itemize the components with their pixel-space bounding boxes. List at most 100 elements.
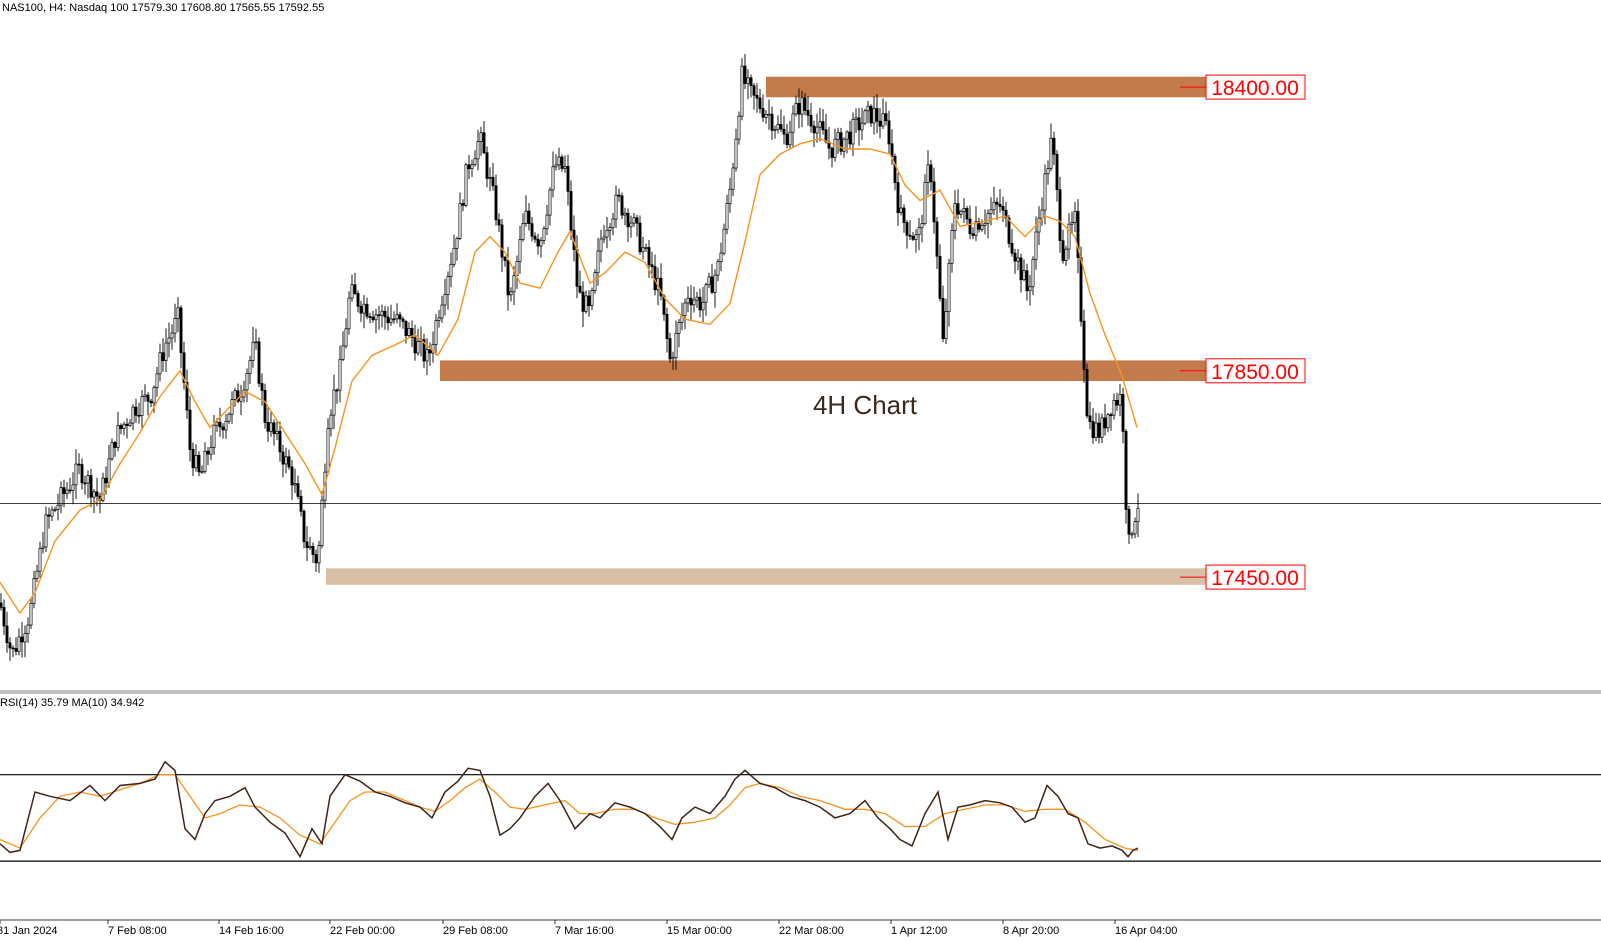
candle-body [545,214,549,230]
candle-body [62,487,66,494]
candle-body [791,113,795,133]
candle-body [884,113,888,122]
candle-body [650,264,654,268]
candle-body [362,303,366,314]
candle-body [539,240,543,247]
candle-body [980,224,984,230]
candle-body [767,113,771,116]
candle-body [110,442,114,460]
candle-body [845,131,849,140]
candle-body [452,247,456,265]
time-tick-label: 22 Feb 00:00 [330,925,395,937]
candle-body [686,297,690,304]
time-tick-label: 14 Feb 16:00 [219,925,284,937]
candle-body [398,314,402,320]
candle-body [566,166,570,192]
candle-body [146,394,150,402]
candle-body [359,305,363,314]
candle-body [530,223,534,237]
candle-body [563,166,567,169]
candle-body [182,352,186,383]
candle-body [998,203,1002,207]
candle-body [314,554,318,564]
candle-body [704,284,708,303]
candle-body [293,483,297,486]
candle-body [464,164,468,206]
candle-body [986,213,990,224]
candle-body [590,290,594,306]
candle-body [302,510,306,543]
candle-body [1097,422,1101,438]
candle-body [1100,417,1104,438]
candle-body [752,85,756,96]
candle-body [851,118,855,145]
candle-body [644,247,648,249]
candle-body [317,545,321,564]
candle-body [908,234,912,237]
candle-body [932,181,936,223]
candle-body [989,209,993,214]
candle-body [614,194,618,220]
candle-body [992,201,996,211]
candle-body [509,291,513,296]
candle-body [734,138,738,169]
candle-body [824,129,828,143]
candle-body [17,636,21,652]
candle-body [1052,137,1056,155]
candle-body [449,263,453,277]
candle-body [995,201,999,205]
candle-body [305,541,309,549]
candle-body [29,603,33,626]
candle-body [113,442,117,448]
candle-body [254,341,258,344]
candle-body [1076,210,1080,258]
candle-body [938,255,942,299]
rsi-indicator-label: RSI(14) 35.79 MA(10) 34.942 [0,697,144,709]
level-label-text: 17850.00 [1211,361,1299,384]
candle-body [500,224,504,258]
candle-body [1013,252,1017,262]
time-axis-ticks: 31 Jan 2024 7 Feb 08:00 14 Feb 16:00 22 Feb… [0,920,1177,937]
candle-body [560,156,564,169]
candle-body [857,117,861,131]
candle-body [422,339,426,362]
candle-body [203,450,207,472]
candle-body [677,322,681,334]
candle-body [785,133,789,146]
candle-body [200,471,204,473]
time-tick-label: 1 Apr 12:00 [891,925,947,937]
candle-body [974,221,978,236]
candle-body [83,482,87,485]
candle-body [740,65,744,117]
candle-body [410,328,414,338]
candle-body [620,195,624,216]
candle-body [236,390,240,402]
candle-body [665,313,669,339]
candle-body [920,223,924,229]
candle-body [1094,422,1098,439]
candle-body [14,648,18,652]
candle-body [284,456,288,465]
candle-body [1043,173,1047,211]
candle-body [941,298,945,339]
candle-body [1046,168,1050,175]
candle-body [776,124,780,130]
candle-body [137,414,141,417]
candle-body [407,328,411,336]
candle-body [482,132,486,154]
candle-body [20,636,24,643]
candle-body [0,602,3,608]
candle-body [101,477,105,501]
candle-body [308,545,312,549]
candle-body [611,218,615,228]
candle-body [1016,257,1020,262]
candle-body [1085,369,1089,417]
candle-body [53,509,57,511]
candle-body [1106,414,1110,429]
candle-body [875,108,879,122]
candle-body [896,182,900,214]
candle-body [311,545,315,555]
candle-body [548,189,552,216]
candle-body [707,276,711,286]
